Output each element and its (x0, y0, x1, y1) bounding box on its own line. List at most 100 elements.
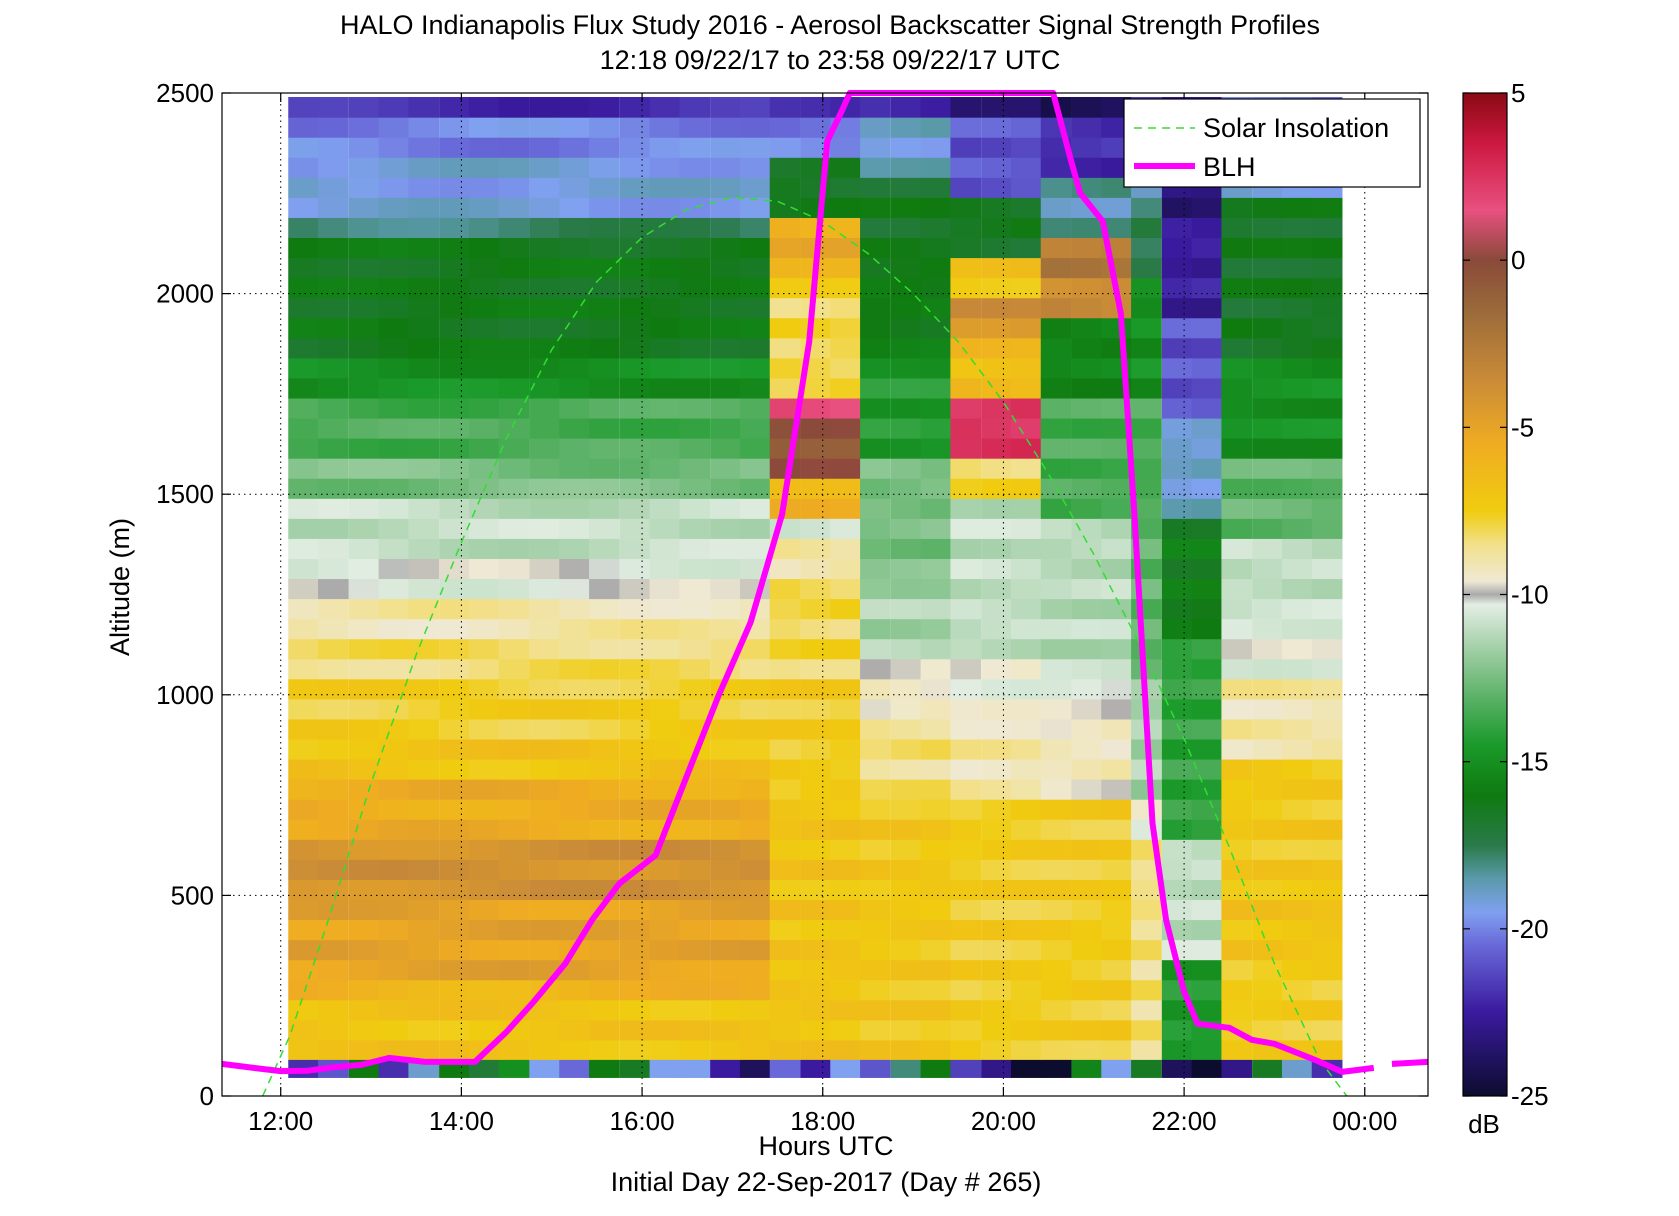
heatmap-cell (378, 397, 410, 419)
heatmap-cell (559, 618, 590, 640)
heatmap-cell (559, 738, 590, 760)
heatmap-cell (529, 678, 561, 700)
heatmap-cell (679, 879, 711, 901)
heatmap-surface-cell (981, 1059, 1012, 1078)
heatmap-cell (860, 357, 891, 379)
heatmap-cell (1131, 799, 1162, 820)
heatmap-cell (1221, 1039, 1253, 1061)
heatmap-cell (1010, 618, 1042, 640)
heatmap-cell (318, 678, 349, 700)
heatmap-cell (1221, 598, 1253, 620)
heatmap-cell (498, 438, 530, 459)
heatmap-cell (288, 618, 319, 640)
heatmap-cell (860, 317, 891, 339)
heatmap-cell (378, 999, 410, 1021)
heatmap-cell (439, 458, 470, 479)
heatmap-cell (649, 157, 681, 178)
heatmap-cell (288, 939, 319, 961)
heatmap-cell (679, 1019, 711, 1041)
heatmap-cell (589, 999, 620, 1021)
heatmap-cell (860, 177, 891, 198)
heatmap-cell (1131, 217, 1162, 239)
heatmap-cell (920, 137, 952, 158)
heatmap-cell (1161, 458, 1193, 479)
heatmap-cell (1010, 317, 1042, 339)
heatmap-cell (1191, 919, 1223, 941)
heatmap-cell (830, 598, 861, 620)
heatmap-cell (890, 297, 922, 319)
heatmap-cell (1311, 197, 1343, 218)
heatmap-cell (468, 939, 500, 961)
heatmap-cell (830, 959, 861, 981)
heatmap-cell (559, 518, 590, 539)
heatmap-cell (981, 538, 1012, 559)
heatmap-cell (830, 919, 861, 941)
heatmap-cell (649, 97, 681, 118)
heatmap-cell (288, 859, 319, 880)
heatmap-cell (288, 1039, 319, 1061)
heatmap-cell (1161, 779, 1193, 800)
heatmap-cell (439, 678, 470, 700)
heatmap-cell (769, 197, 801, 218)
series-blh (221, 90, 1375, 1075)
heatmap-cell (1010, 337, 1042, 359)
heatmap-cell (830, 438, 861, 459)
heatmap-cell (679, 698, 711, 720)
heatmap-cell (950, 197, 982, 218)
heatmap-cell (559, 97, 590, 118)
heatmap-cell (710, 217, 741, 239)
heatmap-cell (739, 819, 771, 840)
heatmap-cell (619, 939, 651, 961)
heatmap-cell (649, 979, 681, 1001)
heatmap-cell (1161, 658, 1193, 680)
heatmap-cell (649, 758, 681, 780)
heatmap-cell (1040, 578, 1072, 600)
heatmap-cell (830, 718, 861, 740)
heatmap-cell (348, 237, 380, 259)
heatmap-cell (1010, 277, 1042, 299)
heatmap-cell (288, 819, 319, 840)
heatmap-cell (981, 498, 1012, 519)
heatmap-cell (1252, 879, 1283, 901)
heatmap-cell (498, 217, 530, 239)
heatmap-cell (800, 397, 832, 419)
heatmap-cell (439, 237, 470, 259)
heatmap-cell (950, 117, 982, 138)
heatmap-cell (800, 758, 832, 780)
heatmap-cell (318, 979, 349, 1001)
heatmap-cell (468, 738, 500, 760)
heatmap-cell (649, 1019, 681, 1041)
heatmap-cell (1010, 357, 1042, 379)
heatmap-cell (1221, 919, 1253, 941)
heatmap-cell (1281, 879, 1313, 901)
heatmap-cell (619, 839, 651, 860)
heatmap-cell (769, 959, 801, 981)
heatmap-cell (589, 698, 620, 720)
heatmap-cell (950, 999, 982, 1021)
heatmap-cell (348, 738, 380, 760)
heatmap-cell (288, 297, 319, 319)
heatmap-cell (559, 177, 590, 198)
heatmap-cell (981, 658, 1012, 680)
heatmap-cell (468, 598, 500, 620)
heatmap-cell (1281, 498, 1313, 519)
heatmap-cell (348, 919, 380, 941)
heatmap-cell (800, 879, 832, 901)
heatmap-cell (468, 899, 500, 921)
heatmap-cell (498, 718, 530, 740)
heatmap-cell (1131, 237, 1162, 259)
heatmap-cell (529, 618, 561, 640)
heatmap-cell (1191, 297, 1223, 319)
heatmap-cell (1252, 999, 1283, 1021)
heatmap-cell (1071, 397, 1103, 419)
heatmap-cell (739, 839, 771, 860)
heatmap-cell (1252, 598, 1283, 620)
heatmap-cell (1010, 558, 1042, 580)
heatmap-cell (710, 237, 741, 259)
heatmap-cell (679, 638, 711, 660)
heatmap-cell (679, 397, 711, 419)
heatmap-cell (1101, 317, 1132, 339)
heatmap-cell (1010, 658, 1042, 680)
heatmap-cell (1040, 177, 1072, 198)
heatmap-cell (468, 979, 500, 1001)
